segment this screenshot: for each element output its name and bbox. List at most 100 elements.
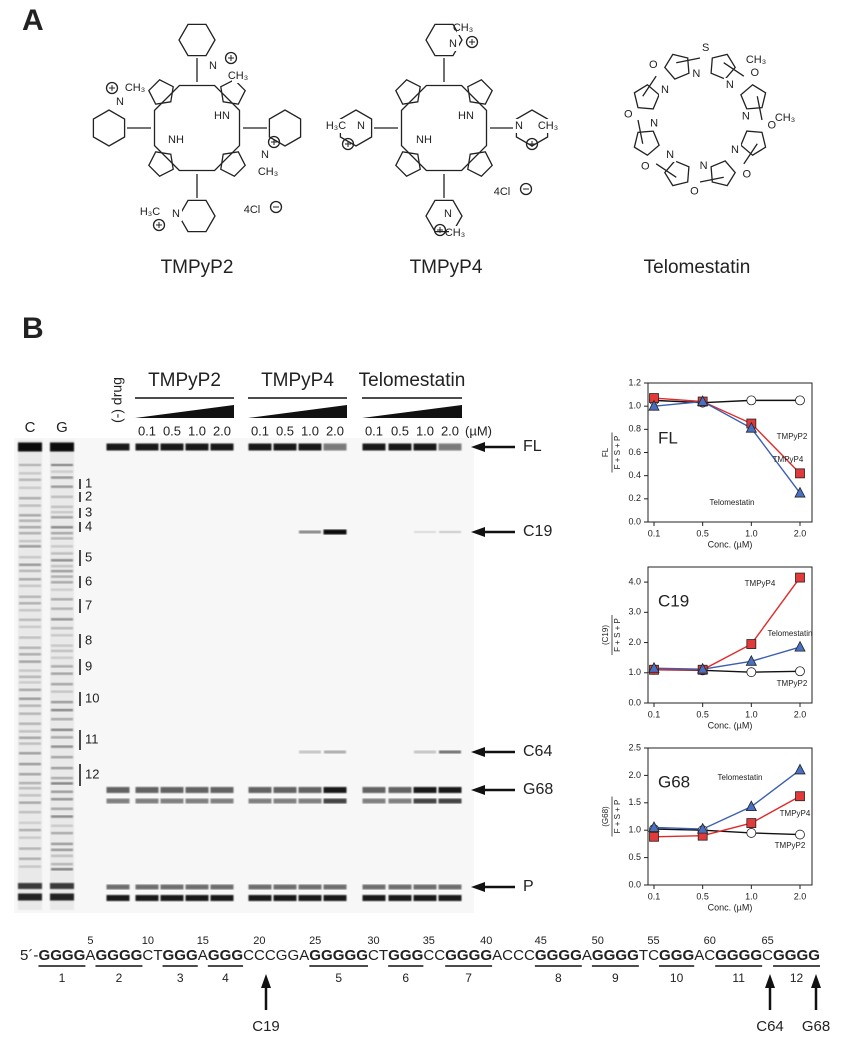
x-tick-label: 0.5	[696, 709, 709, 719]
sequence-segment: GGG	[659, 947, 694, 964]
y-label-denominator: F + S + P	[613, 800, 622, 834]
charge	[224, 51, 238, 65]
position-number: 40	[480, 935, 492, 947]
gel-band	[106, 895, 130, 901]
gel-band	[19, 555, 41, 559]
gel-band	[51, 854, 73, 858]
unit-label: (µM)	[465, 423, 492, 438]
pyrrole	[467, 151, 493, 177]
gel-band	[323, 798, 347, 804]
gel-band	[51, 717, 73, 721]
arrow-head	[471, 442, 485, 452]
gel-band	[299, 750, 321, 754]
gel-band	[362, 787, 386, 793]
series-name: Telomestatin	[718, 773, 763, 782]
marker	[794, 486, 806, 498]
gel-band	[19, 463, 41, 467]
gel-band	[298, 884, 322, 890]
run-label: 2	[116, 971, 123, 985]
y-tick-label: 2.0	[628, 770, 641, 780]
gel-band	[19, 652, 41, 656]
gel-band	[19, 810, 41, 814]
gel-band	[19, 736, 41, 740]
run-label: 9	[612, 971, 619, 985]
atom-mask	[688, 184, 701, 199]
atom-mask	[697, 158, 710, 173]
gel-band	[135, 884, 159, 890]
run-label: 6	[402, 971, 409, 985]
gel-band	[413, 443, 437, 451]
panel-label: A	[22, 4, 44, 37]
gel-band	[51, 463, 73, 467]
gel-band	[19, 722, 41, 726]
charge	[341, 137, 355, 151]
gel-band	[388, 798, 412, 804]
sequence-segment: GGGG	[535, 947, 582, 964]
atom-mask	[765, 118, 778, 133]
marker	[795, 395, 805, 406]
atom-label: O	[649, 59, 658, 71]
atom-label: N	[650, 118, 658, 130]
sequence-segment: GGG	[163, 947, 198, 964]
concentration-label: 0.5	[391, 423, 409, 438]
product-label: C64	[523, 743, 552, 760]
arrow-head	[471, 747, 485, 757]
x-tick-label: 0.1	[648, 709, 661, 719]
gel-band	[160, 884, 184, 890]
atom-label: N	[172, 208, 180, 220]
atom-mask	[542, 119, 554, 133]
gel-band	[50, 893, 74, 901]
atom-label: NH	[168, 134, 184, 146]
gel-band	[19, 578, 41, 581]
atom-mask	[216, 109, 228, 123]
position-number: 55	[647, 935, 659, 947]
atom-label: CH₃	[125, 82, 145, 94]
atom-mask	[232, 69, 244, 83]
gel-band	[414, 531, 436, 533]
position-number: 35	[423, 935, 435, 947]
atom-label: H₃C	[140, 206, 160, 218]
y-tick-label: 3.0	[628, 607, 641, 617]
atom-label: S	[702, 42, 709, 54]
series-name: TMPyP4	[780, 809, 811, 818]
structure-name: Telomestatin	[644, 257, 751, 278]
marker	[795, 829, 805, 840]
run-label: 8	[555, 971, 562, 985]
marker	[648, 661, 660, 673]
bond	[699, 176, 724, 183]
gel-band	[248, 787, 272, 793]
atom-label: CH₃	[746, 54, 766, 66]
atom-label: CH₃	[453, 22, 473, 34]
pyridyl	[425, 23, 463, 57]
marker	[697, 822, 709, 834]
atom-mask	[739, 109, 752, 124]
bond	[655, 163, 677, 178]
atom-mask	[330, 119, 342, 133]
gel-band	[19, 660, 41, 663]
run-marker: 4	[85, 518, 92, 533]
gel-band	[106, 798, 130, 804]
y-tick-label: 0.6	[628, 447, 641, 457]
gel-band	[19, 602, 41, 605]
gel-band	[51, 682, 73, 686]
oxazole	[663, 53, 690, 80]
charge	[152, 218, 166, 232]
x-axis-label: Conc. (µM)	[708, 902, 753, 912]
gel-band	[160, 443, 184, 451]
plot-frame	[647, 747, 813, 886]
gel-band	[19, 857, 41, 861]
gel-band	[19, 704, 41, 708]
gel-band	[19, 595, 41, 599]
gel-band	[51, 690, 73, 693]
charge	[519, 182, 533, 196]
marker	[795, 791, 805, 802]
sequence-segment: GGG	[388, 947, 423, 964]
gel-band	[19, 625, 41, 629]
gel-band	[414, 750, 436, 754]
gel-band	[19, 762, 41, 766]
oxazole	[710, 53, 737, 80]
x-tick-label: 1.0	[745, 709, 758, 719]
series-line	[653, 400, 801, 494]
gel-band	[19, 514, 41, 517]
gel-band	[18, 442, 42, 452]
